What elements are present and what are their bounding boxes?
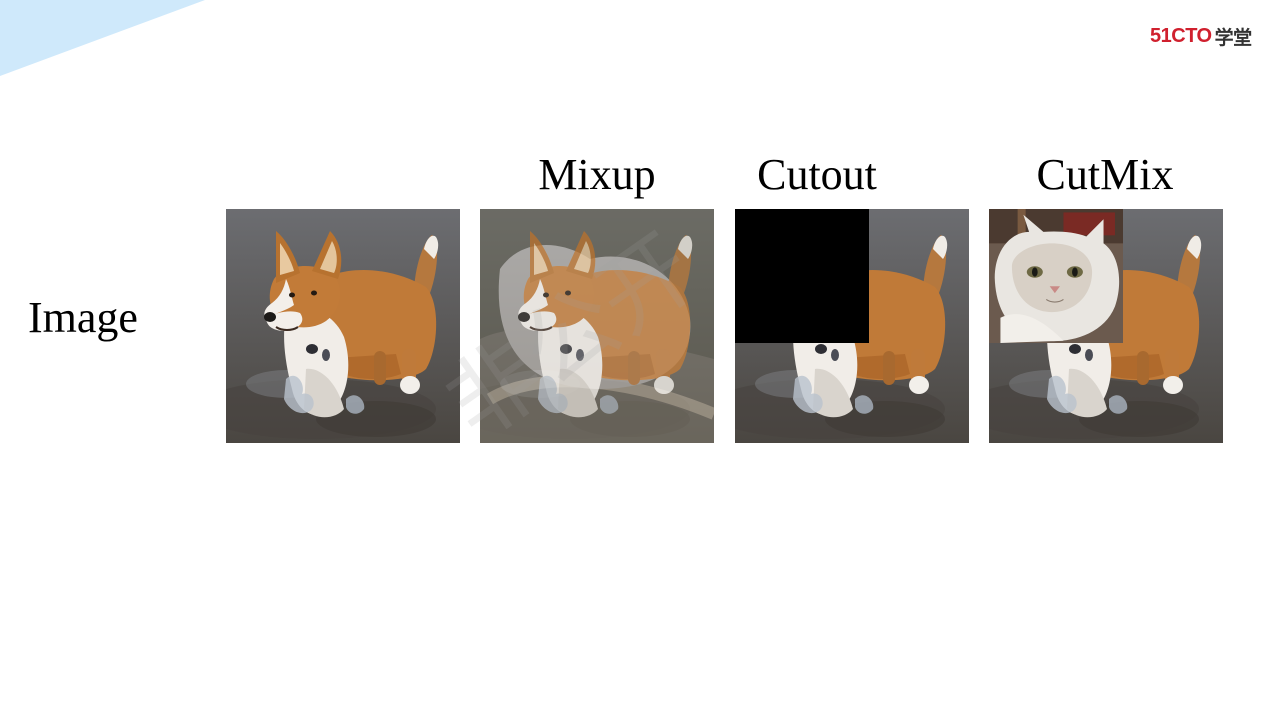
image-original <box>226 209 460 443</box>
cutmix-patch <box>989 209 1123 343</box>
column-label-cutmix: CutMix <box>1036 150 1174 199</box>
column-label-mixup: Mixup <box>538 150 656 199</box>
image-cutout <box>735 209 969 443</box>
row-label-image: Image <box>28 293 138 342</box>
logo: 51CTO 学堂 <box>1150 22 1252 50</box>
cutout-mask <box>735 209 869 343</box>
logo-suffix: 学堂 <box>1214 27 1253 49</box>
image-mixup <box>480 209 714 443</box>
column-label-cutout: Cutout <box>757 150 877 199</box>
logo-brand: 51CTO <box>1150 24 1212 47</box>
image-cutmix <box>989 209 1223 443</box>
corner-decoration <box>0 0 205 76</box>
